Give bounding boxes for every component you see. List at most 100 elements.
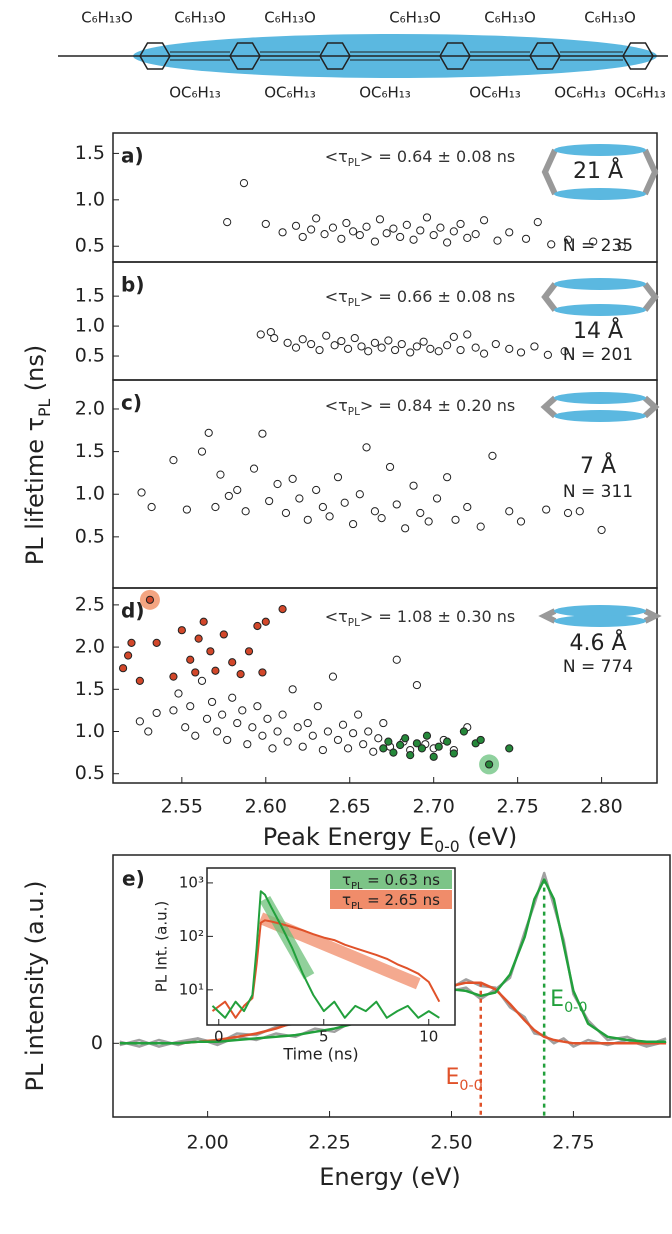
data-point [137,488,146,497]
data-point [355,230,364,240]
data-point [199,617,208,626]
lifetime-annotation-sub: PL [348,157,360,169]
data-point [333,735,343,745]
data-point [471,343,480,352]
data-point [463,233,472,242]
data-point [342,218,351,228]
legend-label: τPL = 0.63 ns [342,871,440,892]
data-point [118,664,128,673]
data-point [463,330,472,339]
y-tick-label: 2.0 [75,397,105,419]
data-point [218,710,227,719]
y-axis-label: PL lifetime τPL (ns) [21,345,54,566]
molecule [58,34,668,78]
data-point [244,647,254,656]
lifetime-annotation-suffix: > = 1.08 ± 0.30 ns [360,607,515,626]
data-point [238,706,247,715]
data-point [402,220,411,229]
data-point [182,505,191,514]
data-point [308,731,317,740]
lifetime-annotation: <τPL> = 0.84 ± 0.20 ns [325,396,515,419]
data-point [416,508,425,518]
y-tick-label: 10³ [179,873,204,891]
data-point [219,630,228,639]
data-point [617,242,626,251]
data-point [278,605,287,614]
data-point [273,727,282,736]
x-tick-label: 2.00 [186,1132,228,1154]
data-point [463,502,472,512]
data-point [207,697,217,707]
x-axis-label: Peak Energy E0-0 (eV) [263,823,517,856]
data-point [479,349,489,358]
data-point [211,502,220,512]
data-point [416,226,425,235]
data-point [194,634,203,643]
y-axis-label-text: PL lifetime τ [21,417,49,565]
data-point [303,515,312,524]
y-tick-label: 1.0 [75,188,105,210]
spacer-label: 14 Å [573,317,623,344]
data-point [484,760,494,769]
data-point [261,219,270,229]
y-axis-label: PL Int. (a.u.) [153,901,171,992]
peak-label: E0-0 [445,1065,482,1094]
data-point [355,490,364,499]
data-point [233,718,242,728]
data-point [223,735,232,745]
data-point [186,702,195,711]
data-point [197,447,207,456]
chain-icon [554,278,646,290]
data-point [396,232,405,242]
data-point [412,739,422,748]
x-tick-label: 2.60 [245,796,287,818]
data-point [456,345,465,355]
data-point [359,740,368,749]
lifetime-annotation: <τPL> = 0.64 ± 0.08 ns [325,147,515,170]
data-point [315,345,324,355]
data-point [563,235,573,244]
data-point [370,507,380,516]
data-point [144,727,153,736]
bridge-outline [642,148,659,196]
data-point [354,710,363,719]
data-point [406,751,415,760]
data-point [135,717,144,726]
y-tick-label: 0.5 [75,525,105,547]
data-point [320,230,329,239]
side-chain-label: C₆H₁₃O [389,9,441,27]
side-chain-label: C₆H₁₃O [484,9,536,27]
data-point [243,740,252,749]
data-point [265,496,274,506]
data-point [204,428,213,437]
x-tick-label: 5 [319,1028,329,1046]
data-point [374,734,383,743]
data-point [288,474,297,483]
side-chain-label: OC₆H₁₃ [359,84,411,102]
x-axis-label: Time (ns) [282,1045,358,1064]
count-label: N = 201 [563,345,633,365]
y-tick-label: 1.0 [75,483,105,505]
y-tick-label: 1.5 [75,440,105,462]
benzene-ring [622,42,654,70]
x-tick-label: 2.55 [161,796,203,818]
data-point [348,729,358,738]
data-point [169,672,178,681]
y-tick-label: 2.0 [75,636,105,658]
benzene-ring [439,42,471,70]
data-point [370,237,380,246]
y-tick-label: 0.5 [75,762,105,784]
data-point [127,638,136,647]
panel-label: a) [121,144,144,168]
data-point [169,706,178,715]
data-point [338,720,348,729]
y-tick-label: 0.5 [75,345,105,367]
data-point [186,655,195,664]
data-point [543,350,552,359]
chain-icon [554,304,646,316]
data-point [505,344,514,353]
y-tick-label: 1.5 [75,285,105,307]
data-point [521,234,531,243]
side-chain-label: C₆H₁₃O [174,9,226,27]
